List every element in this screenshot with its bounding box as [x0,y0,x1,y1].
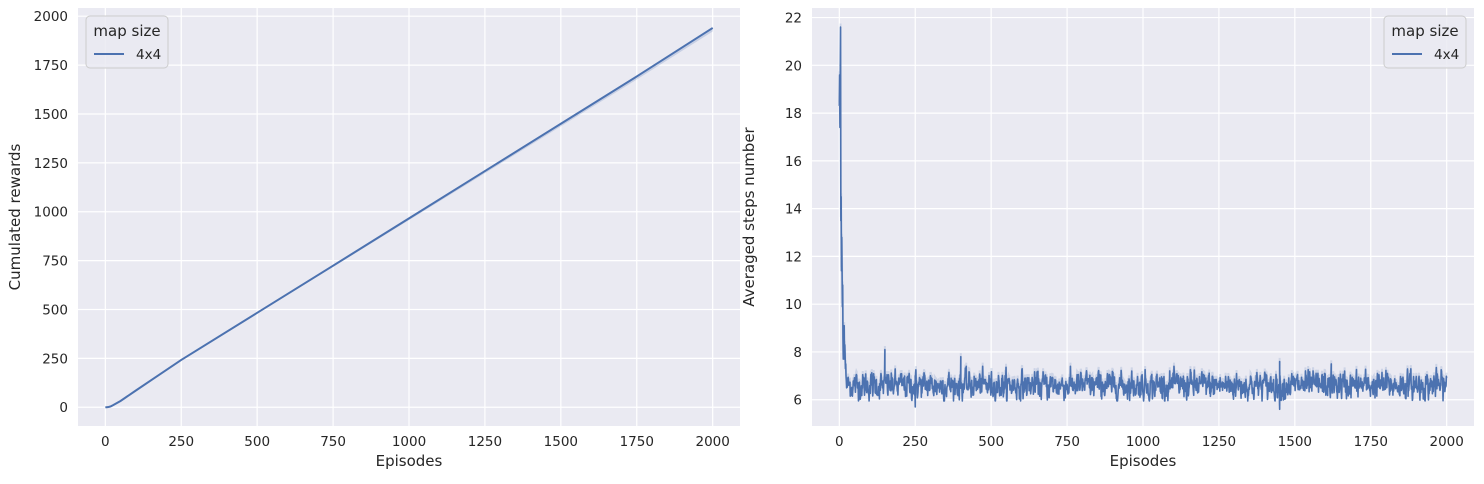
x-tick-label: 250 [168,434,194,450]
x-tick-label: 1250 [1202,434,1236,450]
y-tick-label: 250 [42,351,68,367]
x-tick-label: 1000 [1126,434,1160,450]
y-tick-label: 1000 [34,205,68,221]
legend: map size 4x4 [85,15,169,69]
x-tick-label: 500 [244,434,270,450]
x-tick-label: 0 [101,434,110,450]
y-tick-label: 1750 [34,58,68,74]
series-line-4x4 [838,26,1448,411]
legend: map size 4x4 [1383,15,1467,69]
x-axis-label: Episodes [376,452,443,470]
x-tick-label: 1750 [620,434,654,450]
legend-title: map size [1391,22,1458,40]
chart-panel-1: 0 250 500 750 1000 1250 1500 1750 2000 0 250 500 750… [6,8,740,470]
x-tick-label: 1500 [1278,434,1312,450]
legend-title: map size [93,22,160,40]
x-tick-label: 2000 [1429,434,1463,450]
legend-entry-label: 4x4 [1434,47,1459,63]
x-tick-label: 1250 [468,434,502,450]
y-tick-label: 20 [785,58,802,74]
y-tick-label: 18 [785,106,802,122]
y-tick-label: 16 [785,154,802,170]
y-axis-label: Cumulated rewards [6,144,24,291]
chart-panel-2: 0 250 500 750 1000 1250 1500 1750 2000 6 8 10 12 14 16… [740,8,1474,470]
y-axis-label: Averaged steps number [740,126,758,306]
series-line-4x4 [105,27,714,409]
x-tick-label: 500 [978,434,1004,450]
x-tick-label: 750 [320,434,346,450]
y-tick-label: 22 [785,11,802,27]
y-tick-label: 750 [42,254,68,270]
y-tick-label: 8 [793,345,802,361]
y-tick-label: 14 [785,202,802,218]
x-tick-label: 2000 [695,434,729,450]
y-tick-label: 6 [793,393,802,409]
x-tick-label: 250 [902,434,928,450]
y-tick-label: 12 [785,249,802,265]
y-tick-label: 500 [42,302,68,318]
y-tick-label: 1500 [34,107,68,123]
y-tick-label: 2000 [34,9,68,25]
plot-content [838,23,1448,411]
x-tick-label: 1500 [544,434,578,450]
x-tick-label: 1000 [392,434,426,450]
x-tick-label: 750 [1054,434,1080,450]
x-axis-label: Episodes [1110,452,1177,470]
plot-content [105,27,714,409]
x-tick-label: 1750 [1354,434,1388,450]
y-tick-label: 1250 [34,156,68,172]
legend-entry-label: 4x4 [136,47,161,63]
y-tick-label: 10 [785,297,802,313]
y-tick-label: 0 [59,400,68,416]
x-tick-label: 0 [835,434,844,450]
